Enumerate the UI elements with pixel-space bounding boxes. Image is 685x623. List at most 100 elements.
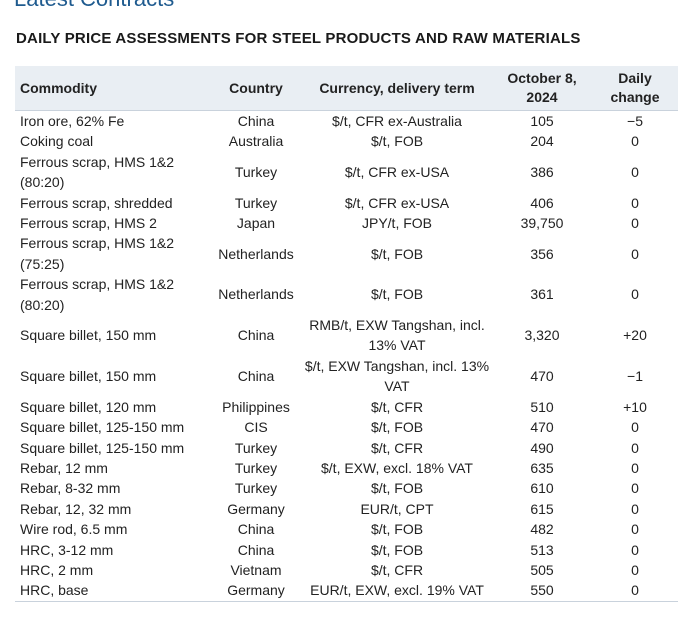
cell-daily-change: 0 [631, 215, 639, 232]
cell-commodity: Ferrous scrap, HMS 1&2 (75:25) [20, 235, 175, 272]
cell-price: 39,750 [520, 215, 564, 232]
table-row: Rebar, 12, 32 mm Germany EUR/t, CPT 615 0 [15, 499, 678, 519]
cell-price: 635 [530, 459, 554, 476]
cell-commodity: Ferrous scrap, HMS 2 [20, 215, 157, 232]
cell-commodity: Square billet, 150 mm [20, 327, 157, 344]
cell-daily-change: 0 [631, 194, 639, 211]
cell-daily-change: −1 [627, 368, 643, 385]
cell-price: 105 [530, 113, 554, 129]
cell-commodity: Rebar, 12, 32 mm [20, 500, 132, 517]
cell-country: Japan [236, 215, 276, 232]
cell-daily-change: 0 [631, 286, 639, 303]
cell-commodity: HRC, 3-12 mm [20, 541, 114, 558]
cell-commodity: Square billet, 120 mm [20, 398, 157, 415]
cell-country: China [237, 113, 275, 129]
cell-country: Netherlands [218, 286, 294, 303]
cell-currency: $/t, FOB [370, 521, 424, 538]
cell-currency: $/t, CFR ex-Australia [332, 113, 462, 129]
cell-currency: $/t, FOB [370, 245, 424, 262]
cell-daily-change: 0 [631, 459, 639, 476]
table-row: Rebar, 12 mm Turkey $/t, EXW, excl. 18% VA… [15, 458, 678, 478]
table-body: Iron ore, 62% Fe China $/t, CFR ex-Austral… [15, 111, 678, 602]
table-row: Square billet, 150 mm China RMB/t, EXW Tan… [15, 315, 678, 356]
cell-price: 513 [530, 541, 554, 558]
header-currency: Currency, delivery term [302, 66, 492, 111]
cell-daily-change: 0 [631, 439, 639, 456]
table-row: Wire rod, 6.5 mm China $/t, FOB 482 0 [15, 519, 678, 539]
cell-country: Netherlands [218, 245, 294, 262]
cell-daily-change: 0 [631, 480, 639, 497]
cell-price: 550 [492, 580, 592, 602]
cell-daily-change: +10 [623, 398, 647, 415]
cell-commodity: Square billet, 125-150 mm [20, 439, 185, 456]
cell-price: 406 [530, 194, 554, 211]
cell-commodity: Ferrous scrap, HMS 1&2 (80:20) [20, 153, 175, 191]
cell-currency: EUR/t, EXW, excl. 19% VAT [302, 580, 492, 602]
table-row: Ferrous scrap, HMS 1&2 (80:20) Turkey $/t,… [15, 152, 678, 193]
cell-daily-change: −5 [627, 113, 643, 129]
cell-currency: RMB/t, EXW Tangshan, incl. 13% VAT [309, 317, 485, 354]
cell-daily-change: +20 [623, 327, 647, 344]
table-row: Ferrous scrap, HMS 1&2 (80:20) Netherland… [15, 274, 678, 315]
cell-price: 482 [530, 521, 554, 538]
cell-daily-change: 0 [631, 164, 639, 181]
cell-price: 204 [530, 133, 554, 150]
cell-commodity: Ferrous scrap, HMS 1&2 (80:20) [20, 276, 175, 313]
cell-daily-change: 0 [631, 541, 639, 558]
table-row: Ferrous scrap, HMS 2 Japan JPY/t, FOB 39,75… [15, 213, 678, 233]
cell-currency: $/t, CFR [370, 398, 424, 415]
cell-currency: $/t, FOB [370, 286, 424, 303]
table-row: HRC, 2 mm Vietnam $/t, CFR 505 0 [15, 560, 678, 580]
cell-country: Philippines [222, 398, 290, 415]
cell-country: Germany [210, 580, 302, 602]
cell-price: 3,320 [524, 327, 560, 344]
cell-country: Turkey [234, 459, 278, 476]
cell-commodity: Rebar, 8-32 mm [20, 480, 121, 497]
table-row: Square billet, 125-150 mm CIS $/t, FOB 470 0 [15, 417, 678, 437]
cell-price: 490 [530, 439, 554, 456]
cell-price: 505 [530, 561, 554, 578]
table-row: Square billet, 120 mm Philippines $/t, CFR… [15, 397, 678, 417]
table-row: Iron ore, 62% Fe China $/t, CFR ex-Austral… [15, 111, 678, 132]
cell-daily-change: 0 [631, 521, 639, 538]
table-header-row: Commodity Country Currency, delivery ter… [15, 66, 678, 111]
cell-country: China [237, 541, 275, 558]
cell-currency: $/t, CFR ex-USA [344, 164, 450, 181]
table-row: HRC, 3-12 mm China $/t, FOB 513 0 [15, 540, 678, 560]
section-heading: Latest Contracts [14, 0, 174, 12]
table-row: Ferrous scrap, HMS 1&2 (75:25) Netherland… [15, 233, 678, 274]
cell-currency: $/t, FOB [370, 480, 424, 497]
cell-currency: JPY/t, FOB [361, 215, 432, 232]
cell-currency: $/t, FOB [370, 133, 424, 150]
cell-commodity: Wire rod, 6.5 mm [20, 521, 128, 538]
cell-daily-change: 0 [631, 245, 639, 262]
cell-commodity: HRC, 2 mm [20, 561, 94, 578]
cell-price: 361 [530, 286, 554, 303]
cell-country: Turkey [234, 194, 278, 211]
cell-price: 470 [530, 419, 554, 436]
cell-daily-change: 0 [592, 580, 678, 602]
cell-currency: $/t, FOB [370, 541, 424, 558]
header-country: Country [210, 66, 302, 111]
cell-price: 615 [530, 500, 554, 517]
table-row: Square billet, 125-150 mm Turkey $/t, CFR 4… [15, 438, 678, 458]
table-row: HRC, base Germany EUR/t, EXW, excl. 19% VA… [15, 580, 678, 602]
price-table-container: Commodity Country Currency, delivery ter… [15, 66, 678, 602]
cell-currency: $/t, CFR [370, 439, 424, 456]
table-row: Ferrous scrap, shredded Turkey $/t, CFR ex… [15, 193, 678, 213]
cell-commodity: HRC, base [15, 580, 210, 602]
cell-commodity: Iron ore, 62% Fe [20, 113, 125, 129]
cell-currency: $/t, CFR ex-USA [344, 194, 450, 211]
table-row: Square billet, 150 mm China $/t, EXW Tangs… [15, 356, 678, 397]
cell-currency: $/t, CFR [370, 561, 424, 578]
cell-price: 510 [530, 398, 554, 415]
cell-price: 470 [530, 368, 554, 385]
cell-country: Australia [228, 133, 284, 150]
cell-commodity: Square billet, 150 mm [20, 368, 157, 385]
cell-price: 610 [530, 480, 554, 497]
header-commodity: Commodity [15, 66, 210, 111]
cell-country: Vietnam [230, 561, 282, 578]
cell-country: CIS [244, 419, 268, 436]
cell-daily-change: 0 [631, 419, 639, 436]
cell-price: 356 [530, 245, 554, 262]
